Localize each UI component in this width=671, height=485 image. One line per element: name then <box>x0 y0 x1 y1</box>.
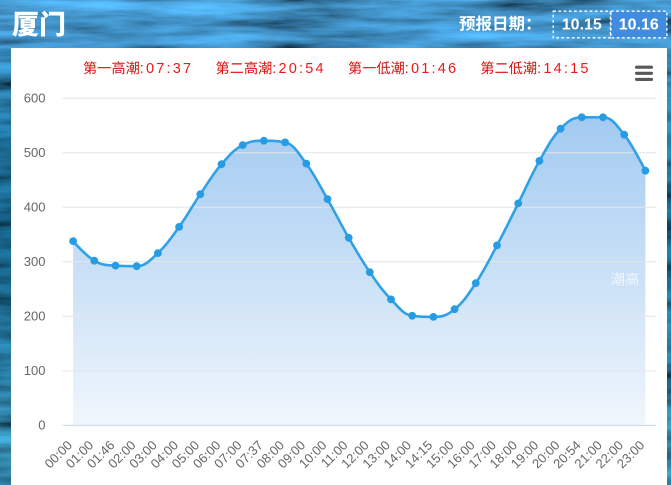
svg-text::07:37: :07:37 <box>140 61 194 77</box>
svg-text:300: 300 <box>24 254 46 269</box>
svg-text::20:54: :20:54 <box>272 61 326 77</box>
svg-text:400: 400 <box>24 200 46 215</box>
svg-text::01:46: :01:46 <box>405 61 459 77</box>
svg-text::14:15: :14:15 <box>537 61 591 77</box>
svg-text:200: 200 <box>24 309 46 324</box>
svg-text:600: 600 <box>24 90 46 105</box>
svg-text:100: 100 <box>24 363 46 378</box>
svg-text:0: 0 <box>38 418 45 433</box>
svg-text:500: 500 <box>24 145 46 160</box>
svg-text:10.15: 10.15 <box>562 17 602 34</box>
svg-text:10.16: 10.16 <box>619 17 659 34</box>
